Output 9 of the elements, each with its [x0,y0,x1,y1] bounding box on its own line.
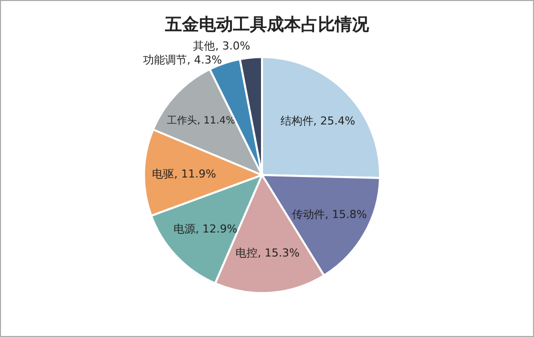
slice-label: 电驱, 11.9% [152,167,216,180]
slice-label: 电控, 15.3% [236,246,300,260]
slice-label: 结构件, 25.4% [280,114,356,128]
slice-label: 工作头, 11.4% [167,114,236,127]
chart-title: 五金电动工具成本占比情况 [164,15,370,35]
slice-label: 功能调节, 4.3% [142,54,222,67]
slice-label: 电源, 12.9% [173,222,238,236]
slice-label: 传动件, 15.8% [292,208,367,221]
slice-label: 其他, 3.0% [193,40,250,53]
